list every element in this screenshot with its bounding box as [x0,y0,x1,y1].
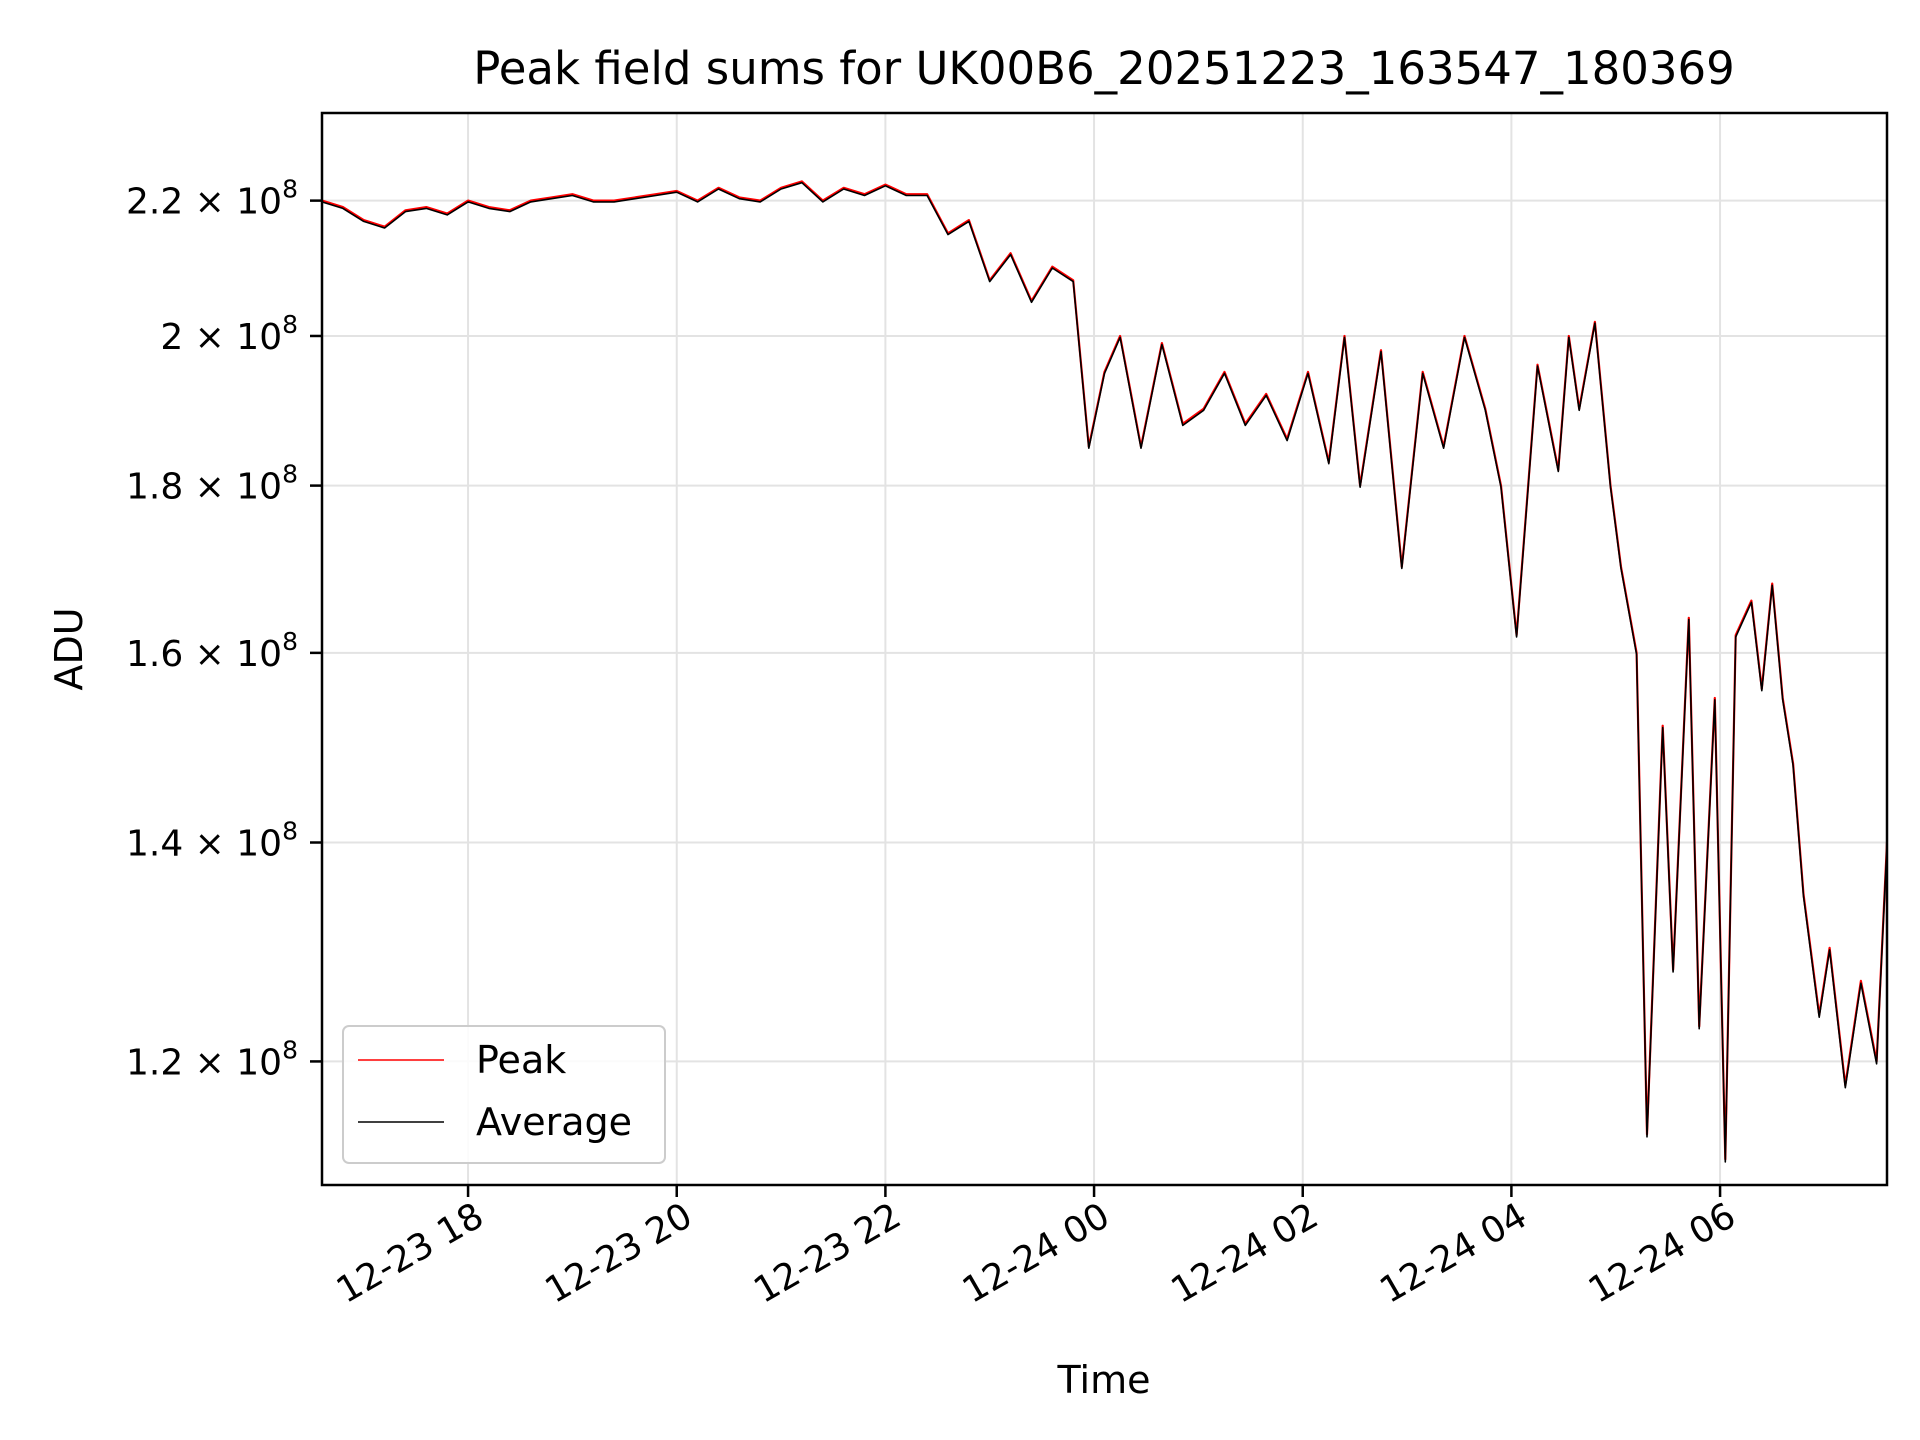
plot-area-frame [320,111,1889,1187]
chart-title: Peak field sums for UK00B6_20251223_1635… [473,42,1735,95]
y-axis: 1.2 × 108 1.4 × 108 1.6 × 108 1.8 × 108 2 × … [126,175,322,1083]
y-tick-label: 1.6 × 108 [126,627,298,675]
series-lines [322,180,1887,1163]
y-axis-label: ADU [47,607,91,690]
y-tick-label: 2.2 × 108 [126,175,298,223]
legend-label-average: Average [476,1100,632,1144]
x-axis-label: Time [1057,1358,1151,1402]
y-tick-label: 1.8 × 108 [126,460,298,508]
y-tick-label: 1.2 × 108 [126,1035,298,1083]
series-line-average [322,181,1887,1163]
y-tick-label: 1.4 × 108 [126,817,298,865]
legend: Peak Average [342,1025,666,1164]
y-tick-label: 2 × 108 [160,310,298,358]
legend-label-peak: Peak [476,1038,566,1082]
grid [322,113,1887,1185]
